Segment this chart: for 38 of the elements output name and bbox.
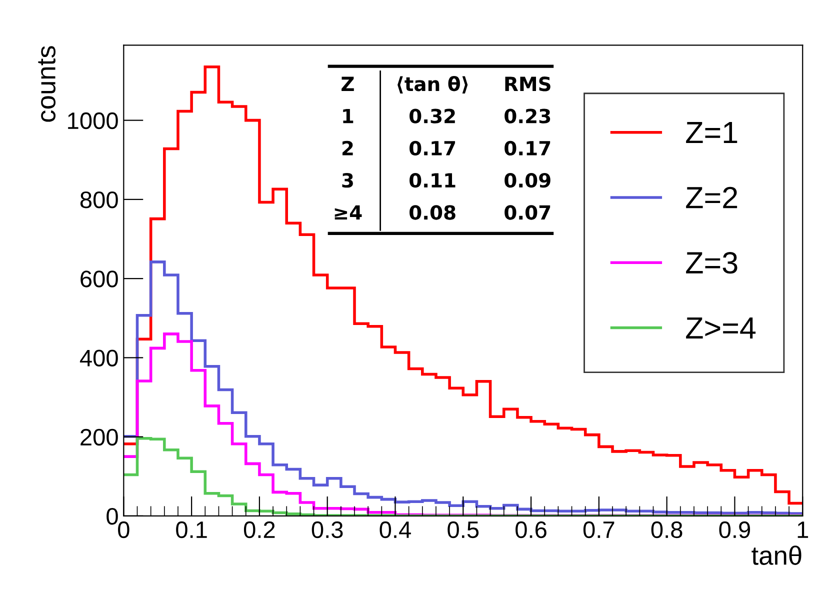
y-tick-label: 200	[80, 428, 118, 446]
x-tick-label: 0.6	[516, 521, 546, 538]
annotation: Z	[342, 76, 354, 91]
legend-label: Z>=4	[686, 317, 756, 338]
y-tick-label: 0	[106, 508, 118, 525]
x-tick-label: 1	[798, 522, 808, 538]
x-tick-label: 0.5	[448, 521, 479, 538]
x-axis-title: tanθ	[752, 546, 802, 565]
x-tick-label: 0.3	[312, 521, 343, 538]
legend-label: Z=3	[686, 252, 738, 274]
annotation: 0.09	[504, 172, 550, 188]
y-axis-title: counts	[38, 46, 56, 122]
annotation: 0.32	[410, 108, 455, 124]
y-tick-label: 1000	[68, 112, 118, 130]
annotation: 0.07	[504, 205, 550, 220]
y-tick-label: 400	[80, 350, 118, 366]
annotation: RMS	[505, 76, 550, 92]
legend-label: Z=1	[686, 122, 738, 144]
y-tick-label: 800	[80, 192, 118, 208]
x-tick-label: 0.9	[719, 521, 750, 538]
annotation: ⟨tan θ⟩	[398, 76, 468, 94]
annotation: 1	[343, 108, 354, 124]
annotation: 0.08	[410, 205, 456, 220]
x-tick-label: 0.2	[244, 521, 275, 538]
x-tick-label: 0.8	[651, 521, 682, 538]
x-tick-label: 0.1	[176, 521, 207, 538]
x-tick-label: 0	[118, 521, 130, 538]
x-tick-label: 0.4	[380, 521, 411, 538]
annotation: 2	[342, 140, 353, 156]
annotation: 0.17	[410, 140, 456, 156]
annotation: ≥4	[334, 205, 362, 220]
annotation: 3	[342, 172, 353, 188]
legend-label: Z=2	[686, 186, 738, 208]
annotation: 0.11	[410, 172, 456, 188]
annotation: 0.17	[504, 140, 550, 156]
y-tick-label: 600	[80, 270, 118, 288]
x-tick-label: 0.7	[583, 521, 614, 538]
annotation: 0.23	[504, 108, 550, 124]
